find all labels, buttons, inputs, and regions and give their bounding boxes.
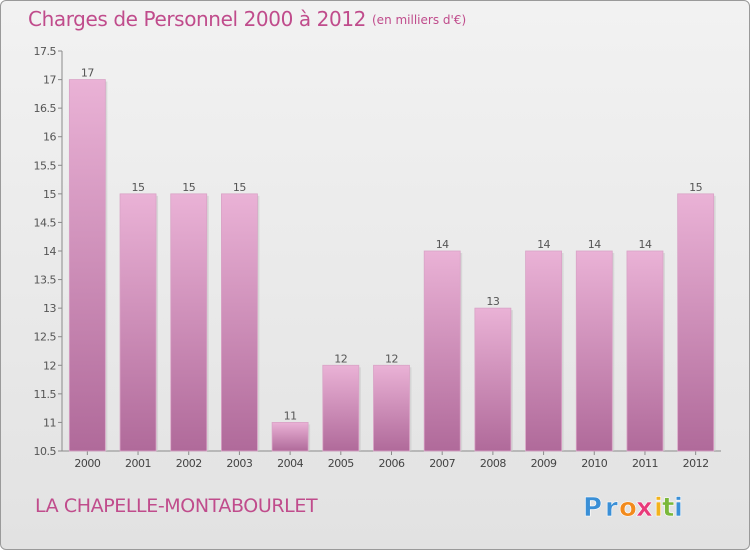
bar-2006 [373, 364, 410, 452]
bar-2000 [68, 79, 106, 452]
x-tick-label: 2012 [683, 457, 709, 470]
data-label: 15 [689, 181, 702, 194]
data-label: 11 [284, 409, 297, 422]
bar-2008 [474, 307, 512, 452]
logo-letter: i [654, 493, 663, 523]
data-label: 17 [81, 67, 94, 80]
y-tick-label: 16 [43, 131, 56, 144]
y-tick-label: 15.5 [34, 159, 57, 172]
x-tick-label: 2003 [226, 457, 252, 470]
y-tick-label: 17.5 [34, 45, 57, 58]
bar-2002 [170, 193, 208, 452]
y-tick-label: 11 [43, 416, 56, 429]
chart-title: Charges de Personnel 2000 à 2012 [28, 7, 366, 31]
data-label: 15 [233, 181, 246, 194]
x-axis: 2000 2001 2002 2003 2004 2005 2006 2007 2008 2009… [62, 450, 721, 470]
data-label: 14 [436, 238, 449, 251]
y-tick-label: 16.5 [34, 102, 57, 115]
data-label: 15 [132, 181, 145, 194]
x-tick-label: 2000 [74, 457, 100, 470]
x-tick-label: 2004 [277, 457, 303, 470]
y-tick-label: 13.5 [34, 274, 57, 287]
y-tick-label: 10.5 [34, 445, 57, 458]
y-tick-label: 14 [43, 245, 56, 258]
y-tick-label: 12.5 [34, 331, 57, 344]
data-label: 14 [588, 238, 601, 251]
bar-2001 [119, 193, 157, 452]
logo-letter: o [619, 493, 637, 523]
data-label: 14 [537, 238, 550, 251]
y-tick-label: 12 [43, 359, 56, 372]
x-tick-label: 2001 [125, 457, 151, 470]
bar-2005 [322, 364, 360, 452]
y-tick-label: 15 [43, 188, 56, 201]
y-tick-label: 11.5 [34, 388, 57, 401]
place-name: LA CHAPELLE-MONTABOURLET [35, 495, 318, 517]
x-tick-label: 2008 [480, 457, 506, 470]
logo-letter: x [636, 493, 653, 523]
logo-letter: r [605, 493, 618, 523]
bar-2004 [271, 422, 309, 452]
bar-2009 [525, 250, 562, 452]
x-tick-label: 2002 [176, 457, 202, 470]
logo-letter: i [674, 493, 683, 523]
x-tick-label: 2006 [379, 457, 405, 470]
bars [68, 79, 716, 452]
y-tick-label: 14.5 [34, 216, 57, 229]
data-label: 12 [385, 352, 398, 365]
x-tick-label: 2005 [328, 457, 354, 470]
x-tick-label: 2010 [581, 457, 607, 470]
data-label: 15 [182, 181, 195, 194]
data-labels: 17 15 15 15 11 12 12 14 13 14 14 14 15 [81, 67, 703, 423]
data-label: 13 [486, 295, 499, 308]
y-tick-label: 17 [43, 74, 56, 87]
y-axis: 10.5 11 11.5 12 12.5 13 13.5 14 14.5 15 15.5 16 16.5… [34, 45, 63, 458]
chart-subtitle: (en milliers d'€) [372, 13, 467, 27]
bar-2011 [626, 250, 664, 452]
bar-2012 [677, 193, 715, 452]
bar-2010 [575, 250, 613, 452]
y-tick-label: 13 [43, 302, 56, 315]
x-tick-label: 2009 [531, 457, 557, 470]
logo-letter: P [583, 493, 602, 523]
x-tick-label: 2007 [429, 457, 455, 470]
x-tick-label: 2011 [632, 457, 658, 470]
logo-letter: t [662, 493, 674, 523]
data-label: 14 [638, 238, 651, 251]
bar-2007 [423, 250, 461, 452]
bar-2003 [221, 193, 258, 452]
data-label: 12 [334, 352, 347, 365]
